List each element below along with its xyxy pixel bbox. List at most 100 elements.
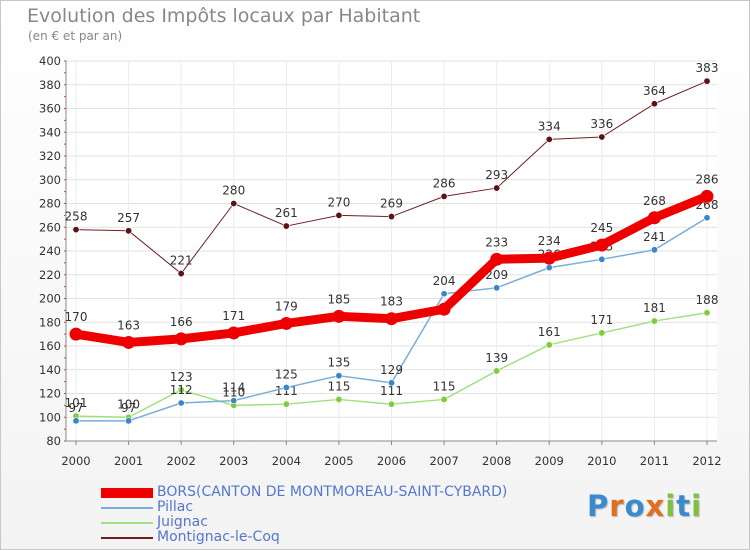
data-label-juignac: 139	[485, 351, 508, 365]
data-point-bors-canton-de-montmoreau-saint-cybard	[122, 335, 136, 349]
y-tick-label: 100	[39, 410, 61, 424]
chart-subtitle: (en € et par an)	[28, 29, 123, 43]
x-tick-label: 2009	[535, 454, 564, 468]
y-tick-label: 400	[39, 54, 61, 68]
legend-swatch	[101, 487, 153, 498]
y-tick-label: 340	[39, 125, 61, 139]
data-label-montignac-le-coq: 383	[696, 61, 719, 75]
data-label-montignac-le-coq: 336	[590, 117, 613, 131]
y-tick-label: 360	[39, 102, 61, 116]
data-label-juignac: 100	[117, 397, 140, 411]
data-label-bors-canton-de-montmoreau-saint-cybard: 233	[485, 235, 508, 249]
data-point-pillac	[72, 417, 80, 425]
data-label-juignac: 111	[380, 384, 403, 398]
data-point-juignac	[703, 309, 711, 317]
x-tick-label: 2002	[167, 454, 196, 468]
data-label-montignac-le-coq: 364	[643, 84, 666, 98]
proxiti-logo: Proxiti	[587, 489, 702, 523]
y-tick-label: 220	[39, 268, 61, 282]
logo-letter: i	[665, 489, 677, 523]
data-point-montignac-le-coq	[177, 270, 185, 278]
data-point-juignac	[387, 400, 395, 408]
data-label-pillac: 114	[222, 381, 245, 395]
data-label-juignac: 111	[275, 384, 298, 398]
data-label-montignac-le-coq: 261	[275, 206, 298, 220]
legend-label: BORS(CANTON DE MONTMOREAU-SAINT-CYBARD)	[157, 484, 508, 500]
data-label-montignac-le-coq: 270	[327, 195, 350, 209]
data-point-juignac	[493, 367, 501, 375]
data-point-pillac	[440, 290, 448, 298]
data-label-bors-canton-de-montmoreau-saint-cybard: 179	[275, 299, 298, 313]
data-point-juignac	[545, 341, 553, 349]
data-point-montignac-le-coq	[230, 200, 238, 208]
data-label-bors-canton-de-montmoreau-saint-cybard: 171	[222, 309, 245, 323]
x-tick-label: 2000	[61, 454, 90, 468]
data-label-bors-canton-de-montmoreau-saint-cybard: 234	[538, 234, 561, 248]
data-label-bors-canton-de-montmoreau-saint-cybard: 170	[65, 310, 88, 324]
x-tick-label: 2005	[324, 454, 353, 468]
data-label-juignac: 101	[65, 396, 88, 410]
data-label-pillac: 204	[433, 274, 456, 288]
data-point-pillac	[125, 417, 133, 425]
data-point-juignac	[177, 386, 185, 394]
data-point-pillac	[177, 399, 185, 407]
data-label-bors-canton-de-montmoreau-saint-cybard: 166	[170, 315, 193, 329]
y-tick-label: 260	[39, 220, 61, 234]
data-point-juignac	[598, 329, 606, 337]
data-point-pillac	[598, 255, 606, 263]
data-label-juignac: 188	[696, 293, 719, 307]
y-tick-label: 300	[39, 173, 61, 187]
data-point-montignac-le-coq	[125, 227, 133, 235]
legend-label: Pillac	[157, 499, 194, 515]
y-tick-label: 280	[39, 197, 61, 211]
data-label-pillac: 135	[327, 356, 350, 370]
data-label-pillac: 125	[275, 368, 298, 382]
legend-swatch	[101, 506, 153, 509]
data-label-bors-canton-de-montmoreau-saint-cybard: 245	[590, 221, 613, 235]
y-tick-label: 80	[46, 434, 61, 448]
data-point-juignac	[282, 400, 290, 408]
data-label-juignac: 161	[538, 325, 561, 339]
data-point-juignac	[650, 317, 658, 325]
data-point-bors-canton-de-montmoreau-saint-cybard	[174, 332, 188, 346]
logo-letter: i	[691, 489, 703, 523]
data-point-bors-canton-de-montmoreau-saint-cybard	[227, 326, 241, 340]
data-point-pillac	[335, 372, 343, 380]
data-label-bors-canton-de-montmoreau-saint-cybard: 163	[117, 318, 140, 332]
data-label-juignac: 123	[170, 370, 193, 384]
data-point-bors-canton-de-montmoreau-saint-cybard	[542, 251, 556, 265]
data-point-bors-canton-de-montmoreau-saint-cybard	[385, 312, 398, 326]
data-label-montignac-le-coq: 334	[538, 119, 561, 133]
data-label-juignac: 171	[590, 313, 613, 327]
data-label-montignac-le-coq: 269	[380, 197, 403, 211]
data-point-montignac-le-coq	[703, 77, 711, 85]
data-point-bors-canton-de-montmoreau-saint-cybard	[69, 327, 83, 341]
data-point-montignac-le-coq	[545, 135, 553, 143]
data-label-pillac: 129	[380, 363, 403, 377]
x-tick-label: 2008	[482, 454, 511, 468]
y-tick-label: 240	[39, 244, 61, 258]
data-label-montignac-le-coq: 258	[65, 210, 88, 224]
data-label-montignac-le-coq: 293	[485, 168, 508, 182]
y-tick-label: 140	[39, 363, 61, 377]
data-point-bors-canton-de-montmoreau-saint-cybard	[595, 238, 609, 252]
data-label-pillac: 97	[121, 401, 136, 415]
x-tick-label: 2004	[272, 454, 301, 468]
data-label-montignac-le-coq: 280	[222, 184, 245, 198]
y-tick-label: 320	[39, 149, 61, 163]
data-point-bors-canton-de-montmoreau-saint-cybard	[332, 309, 346, 323]
data-label-juignac: 115	[433, 379, 456, 393]
logo-letter: x	[645, 489, 666, 523]
data-point-juignac	[440, 395, 448, 403]
data-point-juignac	[335, 395, 343, 403]
data-point-bors-canton-de-montmoreau-saint-cybard	[490, 252, 504, 266]
y-tick-label: 180	[39, 315, 61, 329]
data-point-pillac	[282, 384, 290, 392]
data-point-pillac	[650, 246, 658, 254]
data-label-pillac: 97	[68, 401, 83, 415]
legend-label: Montignac-le-Coq	[157, 529, 280, 545]
data-label-juignac: 110	[222, 385, 245, 399]
x-tick-label: 2011	[640, 454, 669, 468]
data-label-juignac: 181	[643, 301, 666, 315]
